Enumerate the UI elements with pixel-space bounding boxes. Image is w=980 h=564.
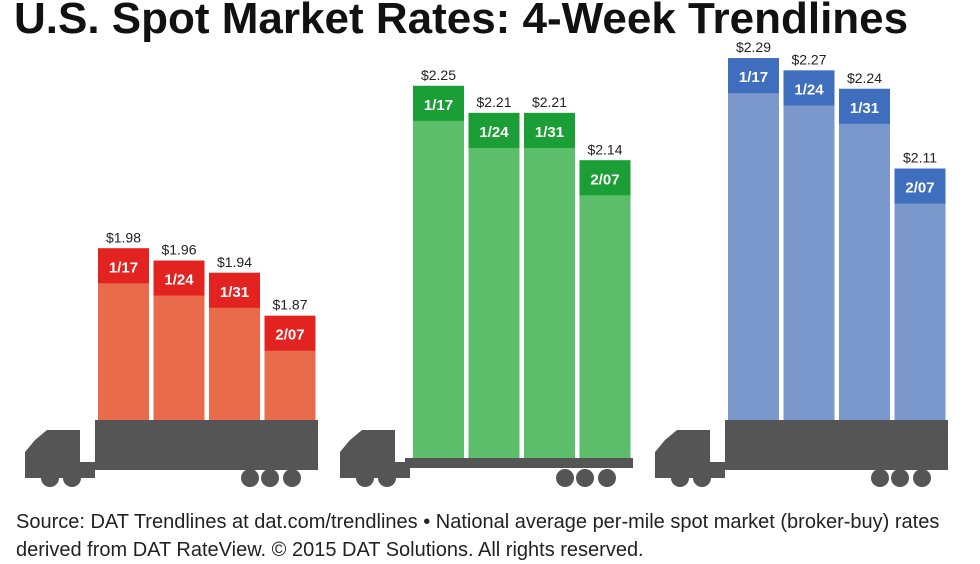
date-box (413, 85, 464, 121)
date-box (579, 160, 631, 196)
value-label: $2.11 (903, 150, 937, 166)
date-label: 1/31 (850, 100, 879, 117)
value-label: $2.24 (847, 70, 882, 86)
wheel (576, 469, 594, 487)
value-label: $2.29 (736, 39, 771, 55)
value-label: $1.87 (272, 297, 307, 313)
value-label: $2.21 (532, 94, 567, 110)
wheel (241, 469, 259, 487)
date-label: 1/31 (535, 124, 564, 141)
truck-cab (340, 430, 410, 478)
value-label: $2.25 (421, 67, 456, 83)
date-label: 1/31 (220, 284, 249, 301)
bar (839, 88, 890, 421)
wheel (913, 469, 931, 487)
bar (413, 85, 464, 458)
date-label: 1/17 (739, 69, 768, 86)
date-box (839, 88, 890, 124)
date-label: 1/24 (479, 124, 509, 141)
source-note: Source: DAT Trendlines at dat.com/trendl… (16, 511, 940, 561)
bar (524, 112, 575, 459)
bar (728, 58, 779, 421)
date-box (98, 248, 149, 284)
wheel (261, 469, 279, 487)
date-label: 2/07 (590, 171, 619, 188)
wheel (378, 469, 396, 487)
value-label: $2.14 (587, 141, 622, 157)
wheel (283, 469, 301, 487)
chart-title: U.S. Spot Market Rates: 4-Week Trendline… (14, 0, 908, 43)
wheel (556, 469, 574, 487)
date-box (728, 58, 779, 94)
date-label: 1/17 (109, 259, 138, 276)
wheel (671, 469, 689, 487)
date-box (783, 70, 835, 106)
chart: U.S. Spot Market Rates: 4-Week Trendline… (14, 0, 948, 487)
date-label: 2/07 (905, 180, 934, 197)
trailer (95, 420, 318, 470)
date-box (264, 315, 316, 351)
trailer (725, 420, 948, 470)
truck-cab (655, 430, 725, 478)
wheel (41, 469, 59, 487)
date-label: 1/24 (794, 81, 824, 98)
page: U.S. Spot Market Rates: 4-Week Trendline… (14, 0, 948, 561)
value-label: $1.96 (161, 242, 196, 258)
value-label: $2.27 (791, 51, 826, 67)
flatbed-deck (405, 458, 633, 468)
bar (579, 160, 631, 458)
date-box (153, 260, 205, 296)
wheel (871, 469, 889, 487)
date-box (209, 272, 260, 308)
date-label: 1/24 (164, 272, 194, 289)
value-label: $1.98 (106, 229, 141, 245)
truck-cab (25, 430, 95, 478)
wheel (63, 469, 81, 487)
bar (894, 168, 946, 420)
wheel (598, 469, 616, 487)
date-label: 2/07 (275, 327, 304, 344)
wheel (891, 469, 909, 487)
date-box (468, 112, 520, 148)
bar (468, 112, 520, 459)
value-label: $1.94 (217, 254, 252, 270)
date-box (524, 112, 575, 148)
wheel (356, 469, 374, 487)
wheel (693, 469, 711, 487)
date-label: 1/17 (424, 97, 453, 114)
date-box (894, 168, 946, 204)
bar (783, 70, 835, 421)
value-label: $2.21 (476, 94, 511, 110)
